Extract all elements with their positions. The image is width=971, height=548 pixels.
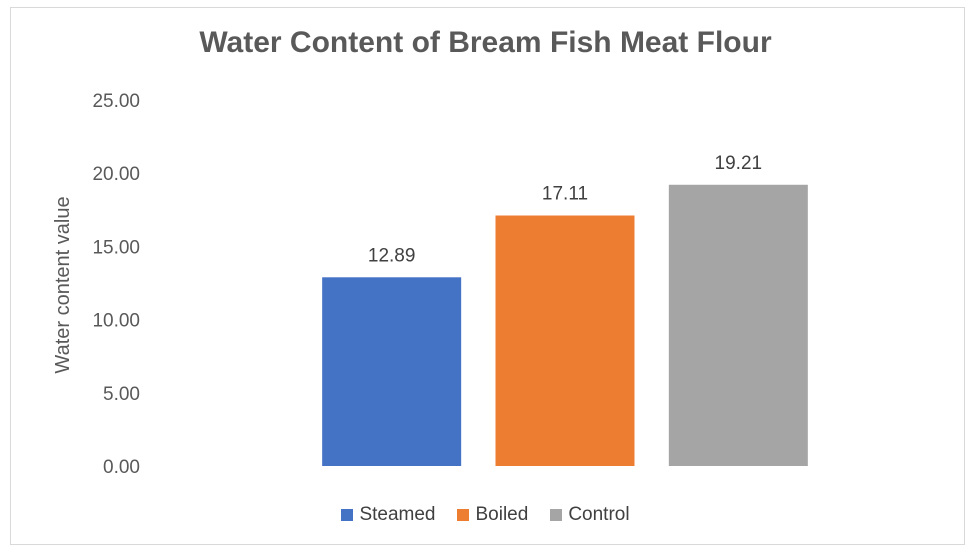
data-label: 17.11: [542, 184, 588, 205]
legend-item-control: Control: [550, 504, 630, 526]
y-tick-label: 10.00: [92, 311, 140, 332]
bar-steamed: [322, 277, 462, 466]
legend-swatch: [341, 509, 354, 521]
data-label: 12.89: [368, 245, 416, 266]
legend-item-steamed: Steamed: [341, 504, 435, 526]
legend-swatch: [457, 509, 470, 521]
chart-title: Water Content of Bream Fish Meat Flour: [199, 26, 772, 59]
data-label: 19.21: [715, 153, 763, 174]
legend-swatch: [550, 509, 563, 521]
y-tick-label: 25.00: [92, 91, 140, 112]
legend-label: Control: [568, 504, 630, 525]
bar-control: [668, 184, 808, 466]
y-tick-label: 5.00: [103, 384, 140, 405]
y-tick-label: 15.00: [92, 237, 140, 258]
y-axis-title: Water content value: [52, 196, 74, 373]
legend-label: Boiled: [475, 504, 529, 525]
legend-item-boiled: Boiled: [457, 504, 528, 526]
legend-label: Steamed: [359, 504, 436, 525]
bar-boiled: [495, 215, 635, 466]
y-tick-label: 0.00: [103, 457, 140, 478]
y-tick-label: 20.00: [92, 164, 140, 185]
chart-legend: Steamed Boiled Control: [0, 504, 971, 526]
